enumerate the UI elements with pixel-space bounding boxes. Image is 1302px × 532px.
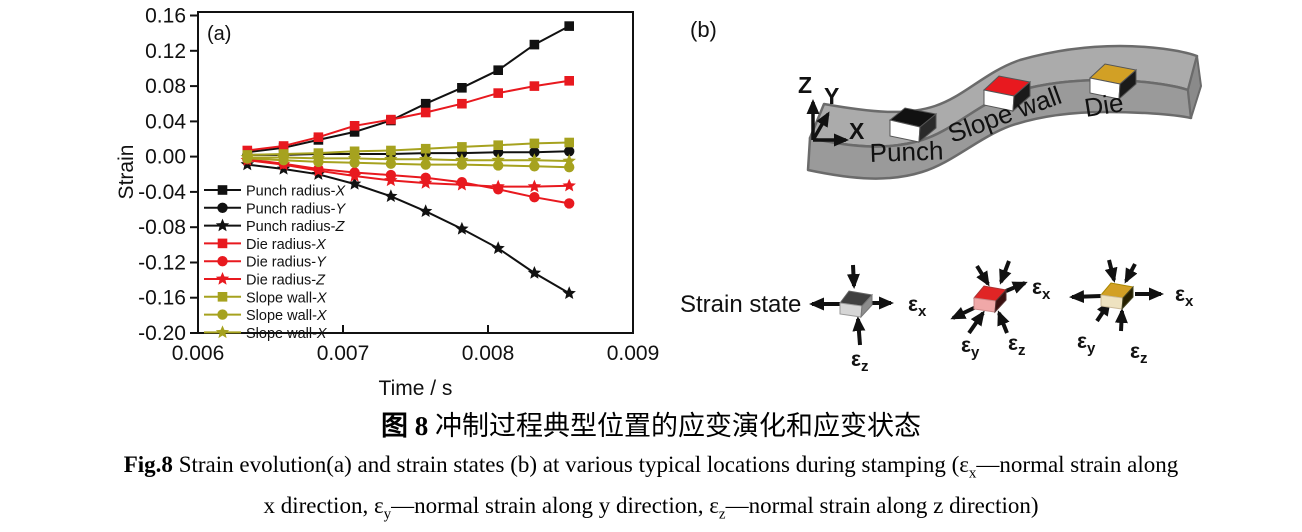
sheet-end-cap <box>1186 55 1203 119</box>
series-punch-radius-z-2 <box>240 157 576 299</box>
legend-label: Slope wall-X <box>246 290 328 306</box>
legend-item: Die radius-X <box>204 237 327 253</box>
y-axis-title: Strain <box>115 145 138 200</box>
legend-label: Die radius-X <box>246 237 327 253</box>
caption-english-line2: x direction, εy—normal strain along y di… <box>263 493 1039 523</box>
strain-state-punch: εx εz <box>809 264 927 375</box>
eps-z-label: εz <box>1130 340 1147 367</box>
y-tick-label: -0.16 <box>138 287 186 310</box>
die-label: Die <box>1082 87 1125 123</box>
x-tick-label: 0.006 <box>172 342 225 365</box>
strain-evolution-chart: 0.16 0.12 0.08 0.04 0.00 -0.04 -0.08 -0.12 -0.16… <box>115 5 659 401</box>
eps-y-label: εy <box>961 334 980 361</box>
legend-label: Slope wall-X <box>246 326 328 342</box>
punch-label: Punch <box>869 135 944 168</box>
strain-state-slope-wall: εx εy εz <box>950 260 1051 361</box>
punch-location-marker <box>888 107 938 144</box>
axis-z-label: Z <box>798 72 812 98</box>
y-tick-label: 0.00 <box>145 146 186 169</box>
legend-item: Die radius-Z <box>204 272 326 289</box>
stamping-diagram: (b) Z Y X <box>680 17 1203 375</box>
legend-label: Die radius-Y <box>246 255 327 271</box>
legend-item: Punch radius-Z <box>204 218 345 235</box>
legend-item: Punch radius-X <box>204 184 346 200</box>
eps-y-label: εy <box>1077 330 1096 357</box>
x-tick-label: 0.008 <box>462 342 515 365</box>
caption-cn-figno: 图 8 <box>381 411 429 441</box>
legend-label: Die radius-Z <box>246 273 326 289</box>
eps-x-label: εx <box>1175 283 1194 310</box>
x-axis-title: Time / s <box>379 377 453 400</box>
legend-item: Die radius-Y <box>204 255 327 271</box>
axis-x-label: X <box>849 118 865 144</box>
legend-item: Punch radius-Y <box>204 201 346 217</box>
caption-chinese: 图 8 冲制过程典型位置的应变演化和应变状态 <box>0 404 1302 443</box>
legend-item: Slope wall-X <box>204 290 328 306</box>
legend-label: Punch radius-Z <box>246 219 345 235</box>
panel-b-tag: (b) <box>690 17 717 42</box>
die-location-marker <box>1088 63 1138 101</box>
legend-item: Slope wall-X <box>204 308 328 324</box>
legend-label: Punch radius-X <box>246 184 346 200</box>
x-tick-label: 0.007 <box>317 342 370 365</box>
y-tick-label: 0.12 <box>145 40 186 63</box>
legend-label: Punch radius-Y <box>246 201 346 217</box>
caption-english-line1: Fig.8 Strain evolution(a) and strain sta… <box>123 452 1179 482</box>
series-slope-wall-x-8 <box>240 150 576 167</box>
caption-cn-text: 冲制过程典型位置的应变演化和应变状态 <box>428 411 921 441</box>
y-tick-label: 0.16 <box>145 5 186 28</box>
eps-z-label: εz <box>851 348 868 375</box>
coordinate-axes <box>806 99 849 147</box>
strain-state-title: Strain state <box>680 291 801 318</box>
y-tick-label: -0.04 <box>138 181 186 204</box>
eps-z-label: εz <box>1008 332 1025 359</box>
plot-frame <box>197 11 634 334</box>
y-tick-label: -0.20 <box>138 322 186 345</box>
caption-en-figno: Fig.8 <box>123 452 173 477</box>
strain-state-die: εx εy εz <box>1069 259 1194 367</box>
y-tick-label: -0.08 <box>138 216 186 239</box>
panel-a-tag: (a) <box>207 23 231 45</box>
series-slope-wall-x-6 <box>242 137 574 160</box>
legend-item: Slope wall-X <box>204 325 328 342</box>
eps-x-label: εx <box>908 293 927 320</box>
x-tick-label: 0.009 <box>607 342 660 365</box>
eps-x-label: εx <box>1032 276 1051 303</box>
series-punch-radius-x-0 <box>242 21 574 157</box>
y-tick-label: 0.04 <box>145 110 186 133</box>
y-tick-label: 0.08 <box>145 75 186 98</box>
y-tick-label: -0.12 <box>138 252 186 275</box>
legend-label: Slope wall-X <box>246 308 328 324</box>
slope-wall-location-marker <box>982 75 1032 113</box>
axis-y-label: Y <box>824 83 839 109</box>
